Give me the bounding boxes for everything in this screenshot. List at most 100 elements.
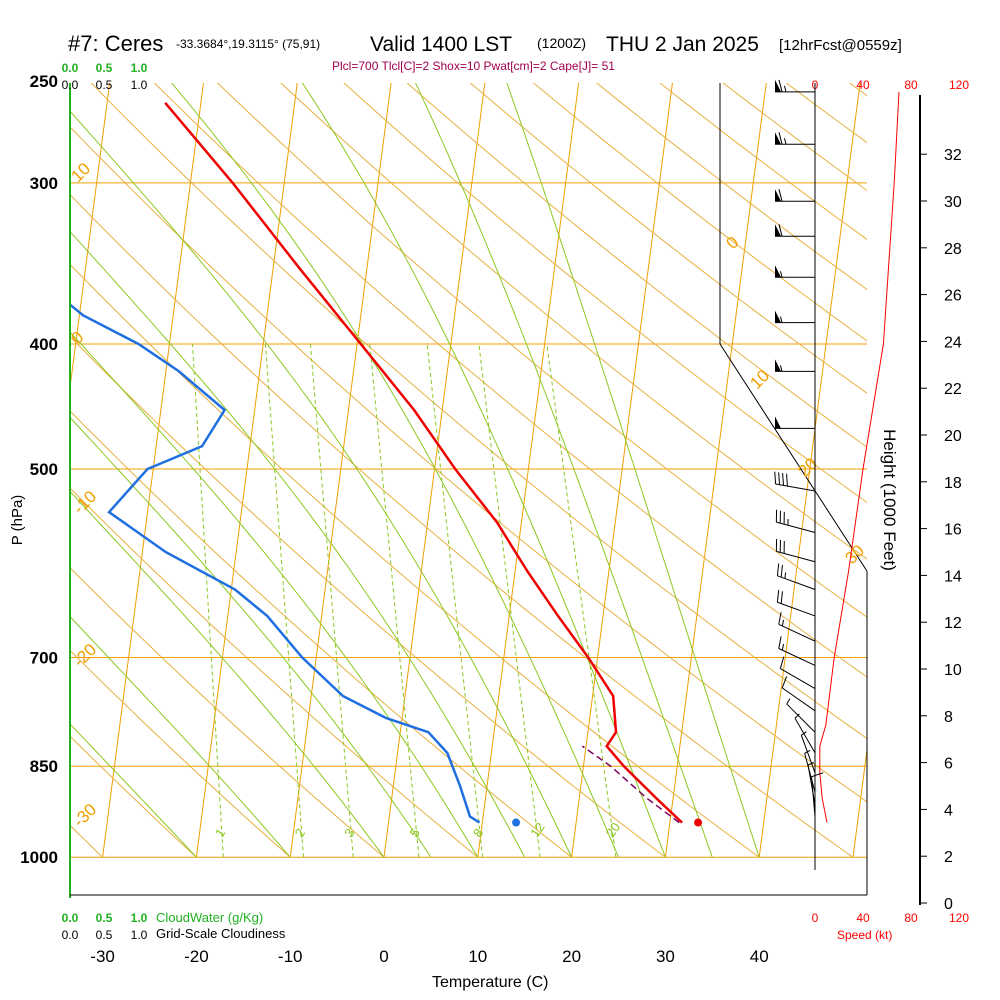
wind-barb — [774, 471, 816, 492]
mixing-ratio-line — [264, 343, 304, 858]
speed-tick-bottom: 80 — [904, 911, 918, 925]
wind-barb-flag — [786, 473, 788, 487]
mixing-ratio-line — [309, 343, 354, 858]
wind-barb — [775, 79, 815, 93]
surface-dewpoint-dot — [512, 818, 521, 827]
wind-barb — [811, 772, 824, 817]
zulu-time: (1200Z) — [537, 35, 586, 51]
mixing-ratio-line — [369, 343, 420, 858]
cloud-tick-bottom: 0.0 — [62, 911, 79, 925]
wind-barb-shaft — [794, 717, 816, 754]
dry-adiabat-label: -30 — [69, 800, 100, 831]
wind-barb-half-flag — [804, 749, 811, 754]
wind-barb-flag — [778, 132, 783, 145]
dry-adiabat-line — [280, 83, 867, 560]
wind-barb-half-flag — [784, 138, 787, 145]
wind-barb-pennant — [775, 359, 781, 372]
cloudiness-tick-top: 0.0 — [62, 78, 79, 92]
wind-barb-pennant — [775, 79, 781, 92]
surface-temperature-dot — [694, 818, 703, 827]
wind-barb — [781, 676, 816, 712]
wind-barb-shaft — [786, 703, 816, 733]
wind-barb-pennant — [775, 265, 781, 278]
temperature-tick-label: -30 — [90, 947, 115, 966]
dry-adiabat-line — [70, 263, 760, 858]
height-tick-label: 8 — [944, 709, 953, 726]
mixing-ratio-label: 1 — [212, 826, 228, 841]
wind-barb — [775, 132, 815, 145]
wind-barb-half-flag — [781, 644, 785, 651]
pressure-tick-label: 700 — [30, 648, 58, 667]
forecast-date: THU 2 Jan 2025 — [606, 33, 759, 56]
height-tick-label: 26 — [944, 288, 962, 305]
wind-barb-shaft — [778, 623, 816, 642]
isotherm-line — [289, 83, 392, 858]
wind-barb-pennant — [775, 132, 781, 145]
cloudiness-tick-bottom: 0.0 — [62, 928, 79, 942]
dry-adiabat-line — [532, 83, 867, 342]
wind-barb — [776, 589, 816, 617]
wind-barb — [779, 656, 816, 690]
wind-barb-half-flag — [780, 271, 783, 278]
height-tick-label: 24 — [944, 334, 962, 351]
cloud-tick-bottom: 0.5 — [96, 911, 113, 925]
dry-adiabat-line — [153, 83, 867, 678]
dry-adiabat-label: 10 — [67, 159, 94, 186]
moist-adiabat-line — [70, 723, 197, 858]
wind-barb-flag — [778, 79, 783, 93]
speed-tick-bottom: 40 — [856, 911, 870, 925]
moist-adiabat-line — [70, 416, 432, 858]
isotherm-line — [758, 83, 861, 858]
pressure-tick-label: 850 — [30, 757, 58, 776]
wind-barb-flag — [780, 564, 783, 578]
wind-barb-shaft — [778, 648, 816, 666]
wind-barb-flag — [778, 472, 781, 485]
moist-adiabat-line — [506, 83, 760, 858]
dry-adiabat-line — [70, 410, 572, 858]
sounding-params: Plcl=700 Tlcl[C]=2 Shox=10 Pwat[cm]=2 Ca… — [332, 59, 615, 73]
wind-barb — [775, 416, 815, 429]
wind-barb-pennant — [775, 224, 781, 237]
temperature-tick-label: 10 — [468, 947, 487, 966]
dry-adiabat-label: 10 — [746, 366, 773, 393]
height-tick-label: 30 — [944, 194, 962, 211]
wind-barb-shaft — [775, 483, 816, 492]
wind-barb — [775, 359, 815, 372]
moist-adiabat-line — [70, 110, 573, 858]
isotherm-line — [70, 83, 111, 392]
frame-diagonal — [719, 343, 868, 572]
valid-time: Valid 1400 LST — [370, 33, 512, 56]
wind-barb-half-flag — [780, 316, 783, 323]
speed-tick-bottom: 120 — [949, 911, 969, 925]
height-tick-label: 10 — [944, 662, 962, 679]
height-tick-label: 16 — [944, 522, 962, 539]
dry-adiabat-line — [343, 83, 867, 504]
dry-adiabat-line — [70, 126, 867, 803]
dry-adiabat-line — [70, 193, 854, 858]
moist-adiabat-line — [70, 615, 291, 858]
wind-barb — [775, 265, 815, 278]
wind-barb — [786, 698, 816, 733]
temperature-tick-label: 30 — [656, 947, 675, 966]
pressure-tick-label: 250 — [30, 72, 58, 91]
dry-adiabat-line — [70, 735, 197, 858]
wind-barb-flag — [811, 772, 824, 778]
pressure-tick-label: 400 — [30, 335, 58, 354]
mixing-ratio-line — [546, 343, 617, 858]
mixing-ratio-label: 5 — [407, 826, 423, 841]
wind-barb-half-flag — [780, 365, 783, 372]
cloudiness-tick-top: 0.5 — [96, 78, 113, 92]
wind-barb-flag — [776, 563, 780, 576]
wind-barb-half-flag — [784, 85, 787, 93]
dry-adiabat-line — [848, 83, 867, 97]
pressure-tick-label: 300 — [30, 174, 58, 193]
isotherm-line — [664, 83, 767, 858]
wind-barb-flag — [778, 189, 783, 202]
temperature-profile — [164, 101, 683, 824]
wind-barb-flag — [778, 636, 782, 649]
x-axis-label: Temperature (C) — [432, 974, 548, 991]
dry-adiabat-line — [0, 81, 9, 857]
temperature-tick-label: -10 — [278, 947, 303, 966]
